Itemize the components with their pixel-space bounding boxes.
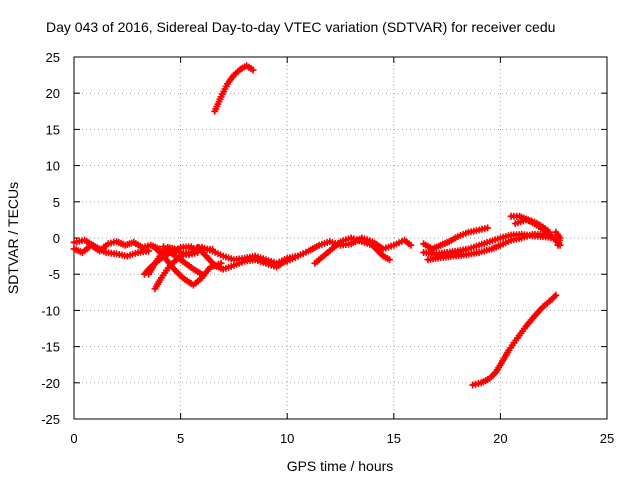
series-markers — [211, 62, 257, 115]
y-tick-label: 10 — [46, 159, 60, 174]
y-tick-label: -10 — [41, 303, 60, 318]
series-s13 — [420, 224, 492, 253]
series-s19 — [469, 291, 560, 389]
series-s12 — [311, 234, 393, 267]
series-s17 — [511, 216, 553, 236]
series-markers — [420, 224, 492, 253]
series-markers — [160, 243, 206, 278]
chart-title: Day 043 of 2016, Sidereal Day-to-day VTE… — [46, 19, 555, 35]
y-axis-title: SDTVAR / TECUs — [5, 182, 21, 294]
y-tick-label: -15 — [41, 340, 60, 355]
series-s7 — [160, 243, 206, 278]
y-tick-label: 0 — [53, 231, 60, 246]
series-markers — [70, 236, 153, 260]
x-tick-label: 10 — [280, 431, 294, 446]
series-s10 — [211, 62, 257, 115]
y-tick-label: 5 — [53, 195, 60, 210]
y-tick-label: -25 — [41, 412, 60, 427]
series-s18 — [552, 228, 564, 249]
x-tick-label: 15 — [387, 431, 401, 446]
y-tick-label: 25 — [46, 50, 60, 65]
series-s2 — [70, 236, 153, 260]
series-markers — [552, 228, 564, 249]
x-tick-label: 25 — [600, 431, 614, 446]
series-s15 — [424, 230, 547, 264]
y-tick-label: 20 — [46, 86, 60, 101]
y-tick-label: 15 — [46, 122, 60, 137]
x-tick-label: 0 — [70, 431, 77, 446]
series-s9 — [194, 243, 291, 273]
y-tick-label: -5 — [48, 267, 60, 282]
series-markers — [311, 234, 393, 267]
series-markers — [424, 230, 547, 264]
series-s1 — [70, 238, 163, 256]
series-markers — [511, 216, 553, 236]
x-axis-title: GPS time / hours — [287, 458, 394, 474]
x-tick-label: 5 — [177, 431, 184, 446]
axis-ticks: 0 5 10 15 20 25 25 20 15 10 5 0 -5 -10 -15 -20 -25 — [41, 50, 614, 446]
series-s11 — [283, 234, 415, 265]
series-markers — [469, 291, 560, 389]
y-tick-label: -20 — [41, 376, 60, 391]
x-tick-label: 20 — [493, 431, 507, 446]
series-markers — [194, 243, 291, 273]
data-series — [70, 62, 564, 389]
